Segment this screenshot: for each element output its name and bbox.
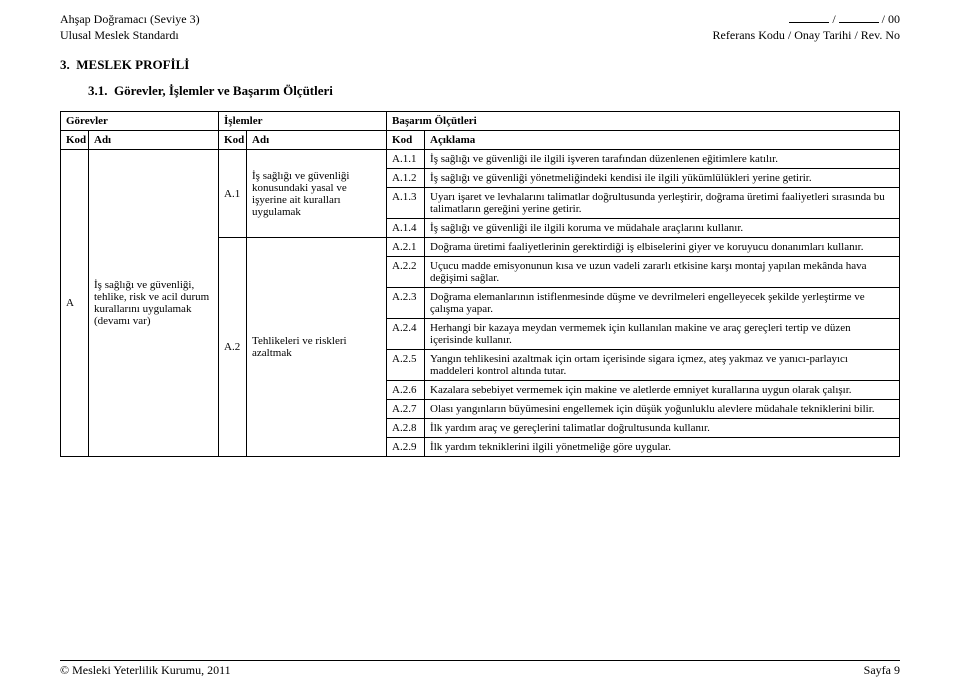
blank-field (789, 13, 829, 23)
olcu-kod: A.1.1 (387, 150, 425, 169)
doc-title-line1: Ahşap Doğramacı (Seviye 3) (60, 12, 200, 28)
islem-kod: A.1 (219, 150, 247, 238)
olcu-kod: A.2.5 (387, 350, 425, 381)
th-gorevler: Görevler (61, 112, 219, 131)
table-header-row-2: Kod Adı Kod Adı Kod Açıklama (61, 131, 900, 150)
olcu-kod: A.2.2 (387, 257, 425, 288)
table-header-row-1: Görevler İşlemler Başarım Ölçütleri (61, 112, 900, 131)
islem-kod: A.2 (219, 238, 247, 457)
th-kod: Kod (387, 131, 425, 150)
footer-right: Sayfa 9 (864, 663, 900, 678)
olcu-acik: Doğrama üretimi faaliyetlerinin gerektir… (425, 238, 900, 257)
olcu-kod: A.2.9 (387, 438, 425, 457)
olcu-acik: İş sağlığı ve güvenliği yönetmeliğindeki… (425, 169, 900, 188)
th-kod: Kod (61, 131, 89, 150)
olcu-acik: İş sağlığı ve güvenliği ile ilgili işver… (425, 150, 900, 169)
olcu-kod: A.2.3 (387, 288, 425, 319)
th-aciklama: Açıklama (425, 131, 900, 150)
olcu-kod: A.2.1 (387, 238, 425, 257)
olcu-acik: Yangın tehlikesini azaltmak için ortam i… (425, 350, 900, 381)
th-adi: Adı (247, 131, 387, 150)
olcu-acik: Doğrama elemanlarının istiflenmesinde dü… (425, 288, 900, 319)
th-adi: Adı (89, 131, 219, 150)
olcu-kod: A.2.6 (387, 381, 425, 400)
olcu-acik: İş sağlığı ve güvenliği ile ilgili korum… (425, 219, 900, 238)
doc-ref-line1: / / 00 (713, 12, 900, 28)
olcu-acik: Uçucu madde emisyonunun kısa ve uzun vad… (425, 257, 900, 288)
page-footer: © Mesleki Yeterlilik Kurumu, 2011 Sayfa … (60, 660, 900, 678)
criteria-table: Görevler İşlemler Başarım Ölçütleri Kod … (60, 111, 900, 457)
doc-ref-line2: Referans Kodu / Onay Tarihi / Rev. No (713, 28, 900, 44)
islem-adi: İş sağlığı ve güvenliği konusundaki yasa… (247, 150, 387, 238)
olcu-kod: A.2.7 (387, 400, 425, 419)
table-row: A İş sağlığı ve güvenliği, tehlike, risk… (61, 150, 900, 169)
subsection-heading: 3.1. Görevler, İşlemler ve Başarım Ölçüt… (88, 83, 900, 99)
olcu-acik: Herhangi bir kazaya meydan vermemek için… (425, 319, 900, 350)
olcu-acik: Olası yangınların büyümesini engellemek … (425, 400, 900, 419)
olcu-acik: Kazalara sebebiyet vermemek için makine … (425, 381, 900, 400)
blank-field (839, 13, 879, 23)
olcu-kod: A.2.4 (387, 319, 425, 350)
olcu-kod: A.1.3 (387, 188, 425, 219)
gorev-adi: İş sağlığı ve güvenliği, tehlike, risk v… (89, 150, 219, 457)
th-kod: Kod (219, 131, 247, 150)
islem-adi: Tehlikeleri ve riskleri azaltmak (247, 238, 387, 457)
doc-title-line2: Ulusal Meslek Standardı (60, 28, 200, 44)
gorev-kod: A (61, 150, 89, 457)
olcu-acik: İlk yardım tekniklerini ilgili yönetmeli… (425, 438, 900, 457)
page: Ahşap Doğramacı (Seviye 3) Ulusal Meslek… (0, 0, 960, 457)
th-islemler: İşlemler (219, 112, 387, 131)
olcu-acik: Uyarı işaret ve levhalarını talimatlar d… (425, 188, 900, 219)
th-basarim: Başarım Ölçütleri (387, 112, 900, 131)
olcu-kod: A.1.2 (387, 169, 425, 188)
section-heading: 3. MESLEK PROFİLİ (60, 57, 900, 73)
header-left: Ahşap Doğramacı (Seviye 3) Ulusal Meslek… (60, 12, 200, 43)
olcu-kod: A.1.4 (387, 219, 425, 238)
page-header: Ahşap Doğramacı (Seviye 3) Ulusal Meslek… (60, 12, 900, 43)
olcu-kod: A.2.8 (387, 419, 425, 438)
olcu-acik: İlk yardım araç ve gereçlerini talimatla… (425, 419, 900, 438)
footer-left: © Mesleki Yeterlilik Kurumu, 2011 (60, 663, 231, 678)
header-right: / / 00 Referans Kodu / Onay Tarihi / Rev… (713, 12, 900, 43)
